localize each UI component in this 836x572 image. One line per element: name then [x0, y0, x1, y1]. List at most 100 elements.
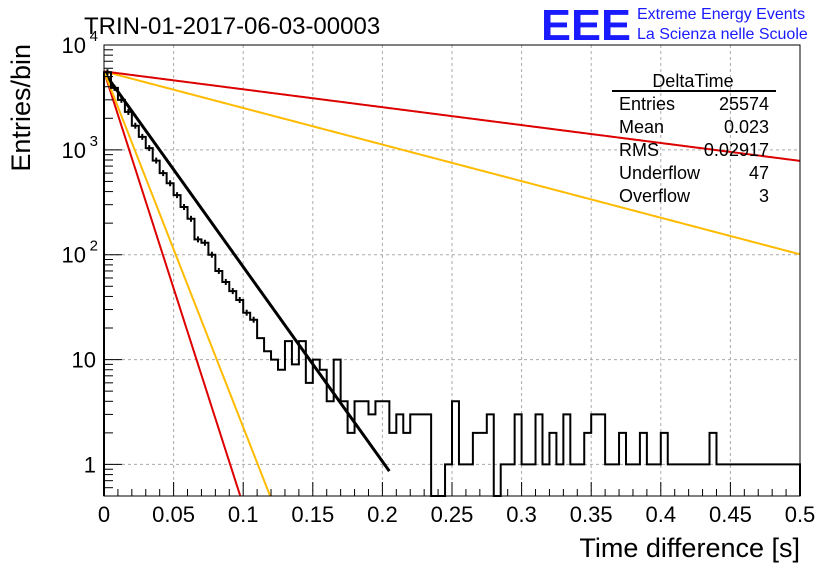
histogram-bin — [668, 464, 675, 496]
histogram-bin — [744, 464, 751, 496]
histogram-bin — [598, 414, 605, 496]
histogram-bin — [355, 401, 362, 496]
stats-value-mean: 0.023 — [724, 117, 769, 137]
histogram-bin — [201, 243, 208, 496]
histogram-bin — [417, 414, 424, 496]
histogram-bin — [403, 433, 410, 496]
histogram-bin — [445, 464, 452, 496]
eee-logo-line1: Extreme Energy Events — [637, 6, 805, 23]
histogram-bin — [111, 88, 118, 496]
histogram-bin — [222, 282, 229, 496]
histogram-bin — [549, 433, 556, 496]
stats-label-mean: Mean — [619, 117, 664, 137]
stats-label-rms: RMS — [619, 140, 659, 160]
histogram-bin — [584, 433, 591, 496]
histogram-bin — [153, 161, 160, 496]
histogram-bin — [730, 464, 737, 496]
histogram-bin — [250, 320, 257, 496]
histogram-bin — [459, 464, 466, 496]
eee-logo-line2: La Scienza nelle Scuole — [637, 26, 808, 43]
histogram-bin — [382, 401, 389, 496]
orange-guide-curve — [103, 71, 272, 497]
histogram-bin — [362, 401, 369, 496]
stats-label-overflow: Overflow — [619, 186, 691, 206]
x-tick-label: 0.15 — [291, 502, 334, 527]
x-tick-label: 0.5 — [785, 502, 816, 527]
histogram-bin — [619, 433, 626, 496]
histogram-bin — [605, 464, 612, 496]
histogram-bin — [765, 464, 772, 496]
histogram-bin — [139, 137, 146, 496]
stats-value-underflow: 47 — [749, 163, 769, 183]
histogram-bin — [389, 433, 396, 496]
x-tick-label: 0.05 — [152, 502, 195, 527]
histogram-bin — [710, 433, 717, 496]
red-guide-curve — [103, 71, 242, 497]
y-axis-label: Entries/bin — [6, 44, 36, 172]
histogram-bin — [466, 464, 473, 496]
y-tick-label: 10 — [62, 243, 86, 268]
histogram-bin — [772, 464, 779, 496]
eee-logo-mark: EEE — [541, 1, 631, 50]
histogram-bin — [396, 414, 403, 496]
histogram-bin — [716, 464, 723, 496]
histogram-bin — [181, 207, 188, 496]
histogram-bin — [522, 464, 529, 496]
x-tick-label: 0.25 — [431, 502, 474, 527]
x-tick-label: 0.2 — [367, 502, 398, 527]
stats-value-entries: 25574 — [719, 94, 769, 114]
histogram-bin — [529, 464, 536, 496]
histogram-bin — [779, 464, 786, 496]
y-tick-label: 10 — [72, 348, 96, 373]
histogram-bin — [696, 464, 703, 496]
x-tick-label: 0 — [98, 502, 110, 527]
histogram-bin — [118, 100, 125, 496]
histogram-bin — [675, 464, 682, 496]
histogram-bin — [633, 464, 640, 496]
stats-label-underflow: Underflow — [619, 163, 701, 183]
histogram-bin — [278, 370, 285, 496]
histogram-bin — [654, 464, 661, 496]
histogram-bin — [515, 414, 522, 496]
histogram-bin — [682, 464, 689, 496]
histogram-bin — [160, 173, 167, 496]
y-tick-label: 10 — [62, 138, 86, 163]
histogram-bin — [243, 313, 250, 496]
histogram-bin — [536, 414, 543, 496]
histogram-bin — [194, 239, 201, 496]
histogram-bin — [167, 183, 174, 496]
histogram-bin — [723, 464, 730, 496]
histogram-bin — [257, 338, 264, 496]
histogram-bin — [174, 195, 181, 496]
histogram — [103, 69, 801, 497]
y-tick-exponent: 3 — [90, 133, 98, 150]
histogram-bin — [577, 464, 584, 496]
histogram-bin — [487, 414, 494, 496]
histogram-bin — [368, 414, 375, 496]
histogram-bin — [570, 464, 577, 496]
histogram-bin — [758, 464, 765, 496]
x-tick-label: 0.1 — [228, 502, 259, 527]
histogram-bin — [292, 364, 299, 496]
histogram-bin — [188, 219, 195, 496]
histogram-bin — [452, 401, 459, 496]
histogram-bin — [320, 370, 327, 496]
x-tick-label: 0.3 — [506, 502, 537, 527]
histogram-bin — [271, 360, 278, 496]
histogram-bin — [661, 433, 668, 496]
histogram-bin — [501, 464, 508, 496]
histogram-bin — [703, 464, 710, 496]
histogram-bin — [480, 433, 487, 496]
stats-value-overflow: 3 — [759, 186, 769, 206]
histogram-bin — [563, 414, 570, 496]
histogram-bin — [125, 112, 132, 496]
axes: 0 0.05 0.1 0.15 0.2 0.25 0.3 0.35 0.4 0.45 0.5 1 10 1… — [62, 28, 816, 527]
run-title: TRIN-01-2017-06-03-00003 — [84, 13, 380, 40]
histogram-bin — [146, 148, 153, 496]
y-tick-label: 1 — [84, 452, 96, 477]
histogram-bin — [236, 300, 243, 496]
histogram-bin — [556, 464, 563, 496]
stats-box: DeltaTime Entries 25574 Mean 0.023 RMS 0.0291… — [612, 71, 776, 206]
histogram-bin — [508, 464, 515, 496]
